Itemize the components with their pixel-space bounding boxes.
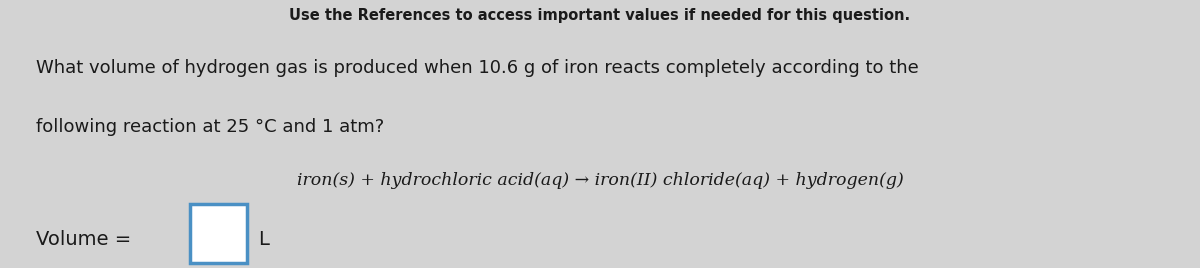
Text: Volume =: Volume = (36, 230, 131, 250)
Text: L: L (258, 230, 269, 250)
FancyBboxPatch shape (190, 204, 247, 263)
Text: following reaction at 25 °C and 1 atm?: following reaction at 25 °C and 1 atm? (36, 118, 384, 136)
Text: iron(s) + hydrochloric acid(aq) → iron(II) chloride(aq) + hydrogen(g): iron(s) + hydrochloric acid(aq) → iron(I… (296, 172, 904, 188)
Text: Use the References to access important values if needed for this question.: Use the References to access important v… (289, 8, 911, 23)
Text: What volume of hydrogen gas is produced when 10.6 g of iron reacts completely ac: What volume of hydrogen gas is produced … (36, 59, 919, 77)
